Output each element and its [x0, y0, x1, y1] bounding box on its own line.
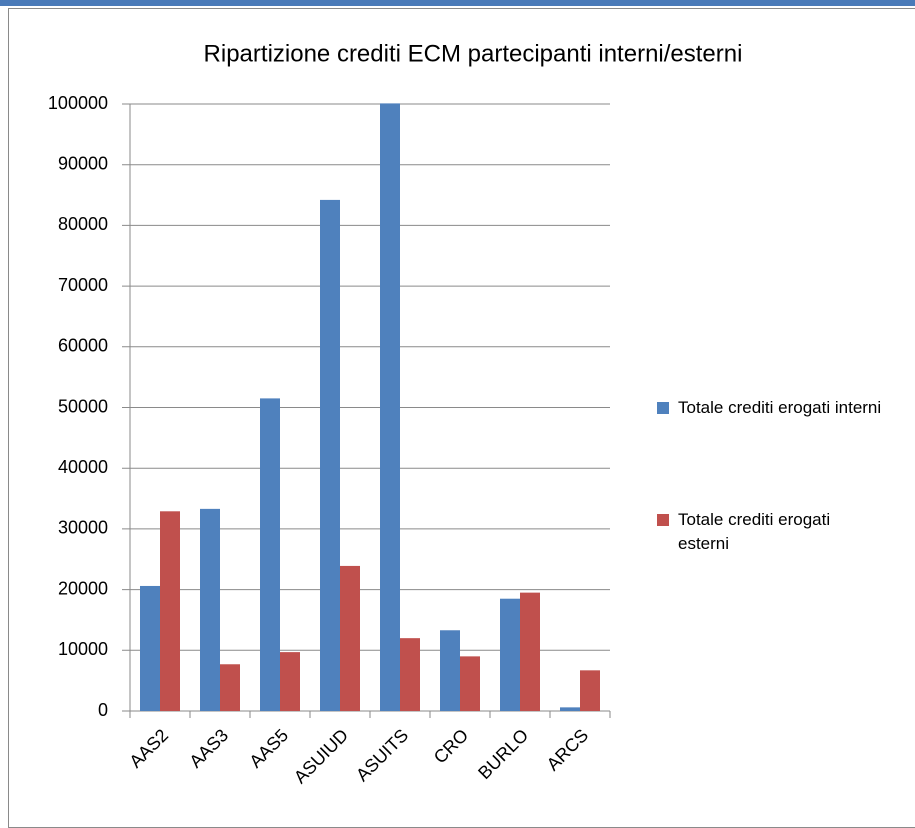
legend-swatch [657, 514, 669, 526]
y-tick-label: 10000 [58, 639, 108, 659]
y-tick-label: 80000 [58, 214, 108, 234]
bar [380, 103, 400, 711]
y-tick-label: 50000 [58, 396, 108, 416]
y-tick-label: 40000 [58, 457, 108, 477]
bar [440, 630, 460, 711]
y-tick-label: 0 [98, 700, 108, 720]
window-bar [0, 0, 915, 6]
x-tick-label: ASUIUD [290, 725, 352, 787]
bar [580, 670, 600, 711]
bar [140, 585, 160, 711]
x-tick-label: AAS5 [245, 725, 292, 772]
x-tick-label: ASUITS [352, 725, 412, 785]
bar [500, 598, 520, 711]
x-tick-label: AAS3 [185, 725, 232, 772]
legend-label: Totale crediti erogati esterni [678, 510, 831, 553]
legend-label: Totale crediti erogati interni [678, 398, 882, 417]
y-tick-label: 70000 [58, 275, 108, 295]
bar [320, 199, 340, 711]
bar [340, 565, 360, 711]
y-tick-label: 20000 [58, 578, 108, 598]
bar [200, 508, 220, 711]
y-tick-label: 30000 [58, 518, 108, 538]
bar [560, 707, 580, 711]
bar [400, 638, 420, 711]
bar [460, 656, 480, 711]
bar [280, 652, 300, 711]
bar [160, 511, 180, 711]
bar [520, 592, 540, 711]
bar [220, 664, 240, 711]
x-tick-label: ARCS [543, 725, 593, 775]
bar [260, 398, 280, 711]
y-tick-label: 100000 [48, 93, 108, 113]
x-tick-label: CRO [430, 725, 472, 767]
x-tick-label: BURLO [474, 725, 532, 783]
chart-title: Ripartizione crediti ECM partecipanti in… [204, 40, 743, 67]
x-tick-label: AAS2 [125, 725, 172, 772]
legend-swatch [657, 402, 669, 414]
y-tick-label: 60000 [58, 336, 108, 356]
y-tick-label: 90000 [58, 153, 108, 173]
